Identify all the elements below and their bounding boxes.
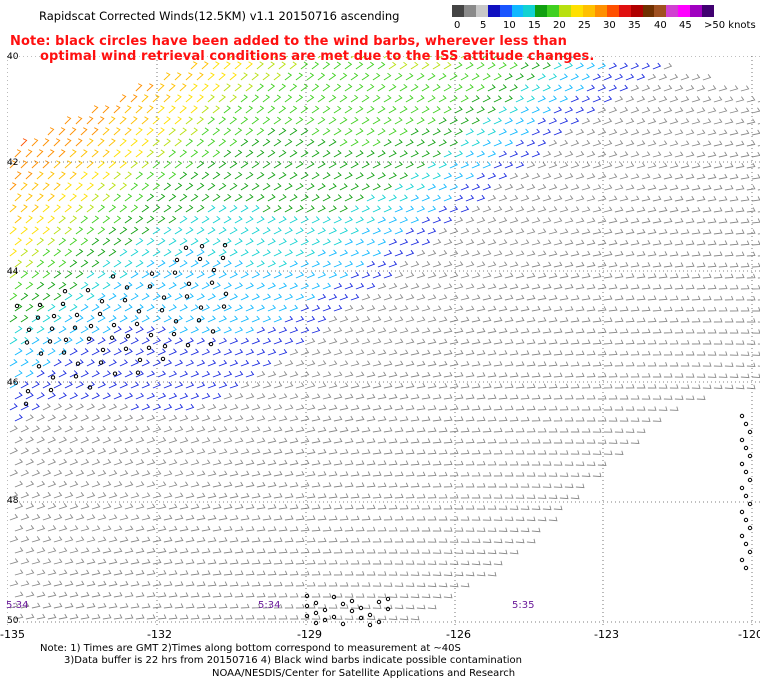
contamination-markers xyxy=(14,243,753,628)
colorbar-swatch xyxy=(535,5,548,17)
colorbar-label-25: 25 xyxy=(578,20,591,31)
colorbar-swatch xyxy=(523,5,536,17)
lat-label-48: 48 xyxy=(7,496,19,506)
colorbar-swatch xyxy=(499,5,512,17)
wind-barbs xyxy=(9,56,760,621)
colorbar-swatch xyxy=(547,5,560,17)
colorbar-label-0: 0 xyxy=(454,20,461,31)
colorbar-swatch xyxy=(571,5,583,17)
colorbar-label-35: 35 xyxy=(628,20,641,31)
time-label-1: 5:34 xyxy=(6,600,29,611)
colorbar-swatch xyxy=(666,5,679,17)
colorbar-swatch xyxy=(690,5,703,17)
colorbar-label-10: 10 xyxy=(503,20,516,31)
wind-map xyxy=(7,56,760,628)
colorbar-swatch xyxy=(475,5,488,17)
colorbar-swatch xyxy=(678,5,691,17)
colorbar-swatch xyxy=(630,5,643,17)
colorbar-swatch xyxy=(582,5,595,17)
colorbar-swatch xyxy=(452,5,464,17)
colorbar-swatch xyxy=(463,5,476,17)
contamination-note-line2: optimal wind retrieval conditions are me… xyxy=(40,49,595,64)
lat-label-50: 50 xyxy=(7,616,19,626)
colorbar-label-20: 20 xyxy=(553,20,566,31)
lat-label-40: 40 xyxy=(7,52,19,62)
colorbar-swatch xyxy=(559,5,572,17)
map-title: Rapidscat Corrected Winds(12.5KM) v1.1 2… xyxy=(39,9,400,23)
lon-label-132: -132 xyxy=(147,628,172,641)
lon-label-126: -126 xyxy=(446,628,471,641)
colorbar-label-5: 5 xyxy=(480,20,487,31)
colorbar-swatch xyxy=(606,5,619,17)
colorbar-swatch xyxy=(702,5,714,17)
lat-label-46: 46 xyxy=(7,378,19,388)
time-label-2: 5:34 xyxy=(258,600,281,611)
lon-label-129: -129 xyxy=(297,628,322,641)
lat-label-42: 42 xyxy=(7,158,19,168)
lat-lon-grid xyxy=(7,56,760,628)
colorbar-swatch xyxy=(618,5,631,17)
lon-label-135: -135 xyxy=(0,628,25,641)
colorbar-label-40: 40 xyxy=(654,20,667,31)
colorbar-label-15: 15 xyxy=(528,20,541,31)
lon-label-120: -120 xyxy=(738,628,760,641)
lat-label-44: 44 xyxy=(7,267,19,277)
lon-label-123: -123 xyxy=(594,628,619,641)
wind-colorbar xyxy=(452,5,714,17)
footer-note-line2: 3)Data buffer is 22 hrs from 20150716 4)… xyxy=(64,655,522,666)
colorbar-label-50plus: >50 knots xyxy=(704,20,756,31)
colorbar-label-30: 30 xyxy=(603,20,616,31)
colorbar-swatch xyxy=(487,5,500,17)
footer-credit: NOAA/NESDIS/Center for Satellite Applica… xyxy=(212,668,516,679)
footer-note-line1: Note: 1) Times are GMT 2)Times along bot… xyxy=(40,643,461,654)
colorbar-swatch xyxy=(642,5,655,17)
contamination-note-line1: Note: black circles have been added to t… xyxy=(10,34,568,49)
colorbar-swatch xyxy=(594,5,607,17)
wind-barb-field xyxy=(7,56,760,628)
colorbar-swatch xyxy=(654,5,667,17)
colorbar-label-45: 45 xyxy=(679,20,692,31)
colorbar-swatch xyxy=(511,5,524,17)
time-label-3: 5:35 xyxy=(512,600,535,611)
